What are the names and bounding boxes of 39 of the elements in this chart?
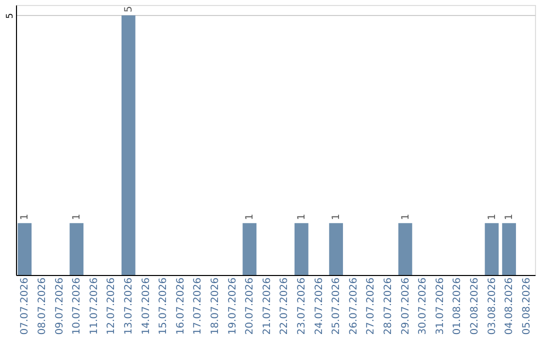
- x-tick-label: 17.07.2026: [192, 278, 204, 335]
- data-label: 1: [400, 214, 412, 220]
- x-tick-label: 09.07.2026: [54, 278, 66, 335]
- data-label: 1: [244, 214, 256, 220]
- x-tick-label: 30.07.2026: [418, 278, 429, 335]
- x-tick-label: 10.07.2026: [72, 278, 83, 335]
- data-label: 1: [504, 214, 516, 220]
- data-label: 1: [20, 214, 31, 220]
- x-tick-label: 22.07.2026: [279, 278, 290, 335]
- x-tick-label: 23.07.2026: [296, 278, 308, 335]
- x-tick-label: 07.07.2026: [20, 278, 31, 335]
- x-tick-label: 05.08.2026: [521, 278, 532, 335]
- data-label: 1: [486, 214, 498, 220]
- x-tick-label: 11.07.2026: [88, 278, 100, 335]
- x-tick-label: 29.07.2026: [400, 278, 412, 335]
- x-tick-label: 02.08.2026: [469, 278, 480, 335]
- x-tick-label: 04.08.2026: [504, 278, 516, 335]
- x-tick-label: 01.08.2026: [452, 278, 464, 335]
- x-tick-label: 19.07.2026: [227, 278, 238, 335]
- x-tick-label: 20.07.2026: [244, 278, 256, 335]
- x-tick-label: 25.07.2026: [331, 278, 342, 335]
- x-tick-label: 15.07.2026: [158, 278, 170, 335]
- x-tick-label: 24.07.2026: [314, 278, 325, 335]
- x-tick-label: 08.07.2026: [36, 278, 48, 335]
- data-label: 1: [296, 214, 308, 220]
- x-tick-label: 03.08.2026: [486, 278, 498, 335]
- x-tick-label: 18.07.2026: [210, 278, 221, 335]
- x-tick-label: 14.07.2026: [140, 278, 152, 335]
- x-tick-label: 31.07.2026: [434, 278, 446, 335]
- data-label: 5: [123, 6, 134, 12]
- x-tick-label: 13.07.2026: [123, 278, 134, 335]
- x-tick-label: 21.07.2026: [262, 278, 273, 335]
- x-tick-label: 12.07.2026: [106, 278, 118, 335]
- x-tick-label: 16.07.2026: [175, 278, 186, 335]
- data-label: 1: [331, 214, 342, 220]
- x-tick-label: 26.07.2026: [348, 278, 360, 335]
- data-label: 1: [72, 214, 83, 220]
- x-tick-label: 27.07.2026: [366, 278, 377, 335]
- x-tick-label: 28.07.2026: [382, 278, 394, 335]
